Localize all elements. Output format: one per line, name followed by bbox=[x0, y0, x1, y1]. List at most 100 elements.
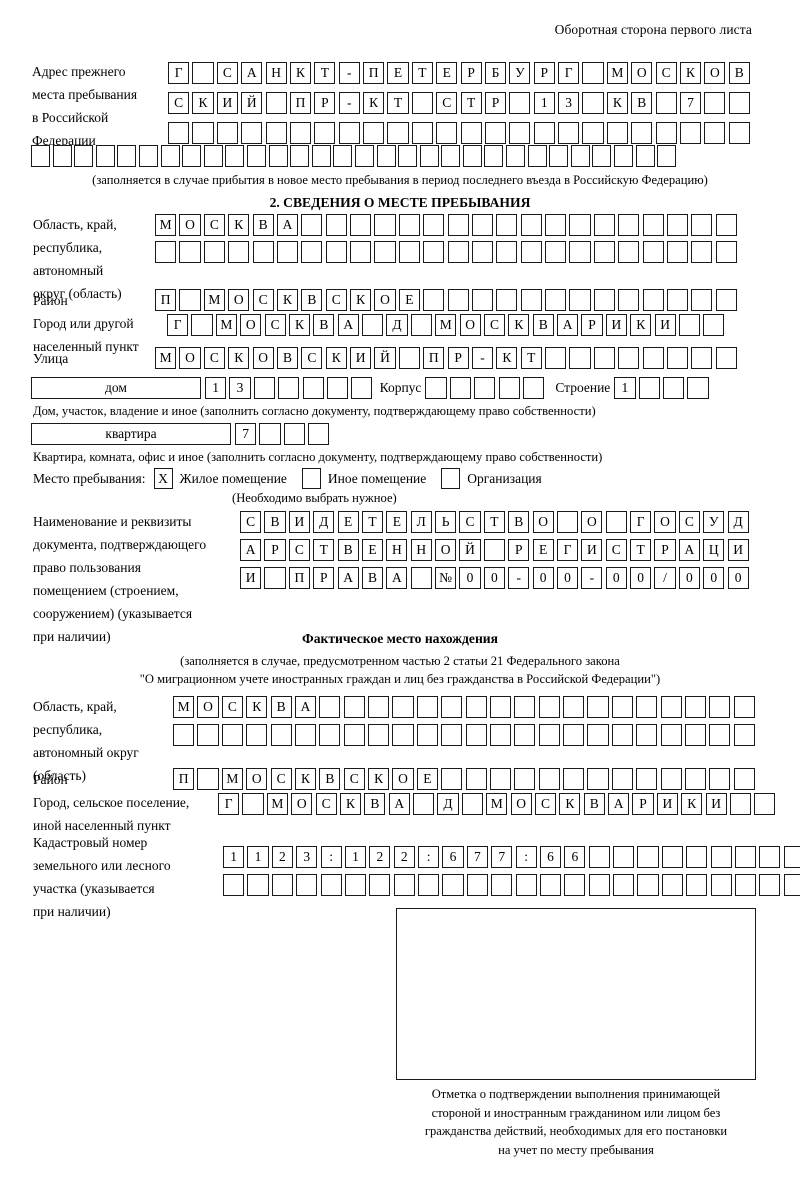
char-cell[interactable] bbox=[489, 696, 512, 718]
char-cell[interactable]: Е bbox=[361, 539, 384, 561]
char-cell[interactable]: П bbox=[155, 289, 177, 311]
char-cell[interactable] bbox=[679, 122, 702, 144]
char-cell[interactable] bbox=[783, 874, 800, 896]
char-cell[interactable] bbox=[637, 846, 659, 868]
char-cell[interactable] bbox=[498, 377, 520, 399]
char-cell[interactable]: 1 bbox=[223, 846, 245, 868]
char-cell[interactable] bbox=[418, 874, 440, 896]
char-cell[interactable] bbox=[191, 314, 213, 336]
char-cell[interactable] bbox=[320, 874, 342, 896]
char-cell[interactable]: О bbox=[179, 347, 201, 369]
char-cell[interactable]: 6 bbox=[539, 846, 562, 868]
char-cell[interactable] bbox=[638, 377, 660, 399]
char-cell[interactable]: О bbox=[459, 314, 481, 336]
char-cell[interactable] bbox=[655, 92, 677, 114]
char-cell[interactable]: 0 bbox=[459, 567, 481, 589]
region-row-2[interactable] bbox=[155, 241, 740, 263]
char-cell[interactable] bbox=[733, 768, 755, 790]
char-cell[interactable] bbox=[268, 145, 288, 167]
char-cell[interactable]: О bbox=[435, 539, 457, 561]
char-cell[interactable]: О bbox=[291, 793, 313, 815]
char-cell[interactable] bbox=[684, 724, 707, 746]
char-cell[interactable]: М bbox=[215, 314, 237, 336]
char-cell[interactable]: 3 bbox=[229, 377, 251, 399]
char-cell[interactable]: С bbox=[315, 793, 337, 815]
char-cell[interactable] bbox=[661, 874, 683, 896]
char-cell[interactable]: № bbox=[435, 567, 457, 589]
stroenie-cells[interactable]: 1 bbox=[614, 377, 712, 399]
char-cell[interactable] bbox=[734, 846, 757, 868]
checkbox-other-premises[interactable] bbox=[301, 468, 321, 489]
char-cell[interactable]: М bbox=[266, 793, 288, 815]
char-cell[interactable] bbox=[311, 145, 331, 167]
char-cell[interactable] bbox=[155, 241, 177, 263]
char-cell[interactable]: И bbox=[216, 92, 238, 114]
char-cell[interactable] bbox=[515, 874, 537, 896]
char-cell[interactable] bbox=[545, 347, 567, 369]
char-cell[interactable]: С bbox=[343, 768, 365, 790]
char-cell[interactable]: Т bbox=[361, 511, 384, 533]
char-cell[interactable]: 1 bbox=[533, 92, 555, 114]
char-cell[interactable]: О bbox=[197, 696, 219, 718]
char-cell[interactable] bbox=[197, 724, 219, 746]
char-cell[interactable]: П bbox=[289, 92, 312, 114]
char-cell[interactable] bbox=[642, 347, 664, 369]
char-cell[interactable]: С bbox=[203, 347, 225, 369]
char-cell[interactable] bbox=[636, 724, 658, 746]
char-cell[interactable] bbox=[296, 874, 318, 896]
char-cell[interactable] bbox=[398, 214, 420, 236]
char-cell[interactable] bbox=[423, 241, 445, 263]
char-cell[interactable] bbox=[520, 241, 542, 263]
char-cell[interactable] bbox=[441, 696, 463, 718]
char-cell[interactable]: Е bbox=[436, 62, 458, 84]
char-cell[interactable] bbox=[569, 214, 591, 236]
char-cell[interactable] bbox=[160, 145, 180, 167]
char-cell[interactable]: П bbox=[288, 567, 310, 589]
char-cell[interactable]: 7 bbox=[491, 846, 513, 868]
char-cell[interactable] bbox=[265, 122, 287, 144]
cadastral-row-2[interactable] bbox=[223, 874, 800, 896]
char-cell[interactable] bbox=[666, 241, 689, 263]
char-cell[interactable] bbox=[618, 241, 640, 263]
char-cell[interactable] bbox=[253, 377, 275, 399]
char-cell[interactable]: О bbox=[510, 793, 532, 815]
char-cell[interactable] bbox=[527, 145, 547, 167]
char-cell[interactable]: А bbox=[240, 539, 262, 561]
char-cell[interactable]: 3 bbox=[296, 846, 318, 868]
char-cell[interactable] bbox=[301, 214, 323, 236]
char-cell[interactable] bbox=[563, 724, 585, 746]
char-cell[interactable] bbox=[556, 511, 579, 533]
document-row-3[interactable]: И П Р А В А № 0 0-0 0-0 0/0 0 0 bbox=[240, 567, 752, 589]
char-cell[interactable] bbox=[642, 241, 664, 263]
char-cell[interactable]: И bbox=[705, 793, 727, 815]
char-cell[interactable] bbox=[545, 214, 567, 236]
char-cell[interactable]: К bbox=[288, 314, 311, 336]
char-cell[interactable] bbox=[182, 145, 202, 167]
flat-cells[interactable]: 7 bbox=[235, 423, 333, 445]
char-cell[interactable] bbox=[587, 696, 609, 718]
char-cell[interactable] bbox=[423, 289, 445, 311]
char-cell[interactable] bbox=[392, 696, 414, 718]
char-cell[interactable]: К bbox=[350, 289, 372, 311]
char-cell[interactable]: В bbox=[252, 214, 274, 236]
char-cell[interactable]: С bbox=[436, 92, 458, 114]
char-cell[interactable] bbox=[549, 145, 569, 167]
char-cell[interactable]: 7 bbox=[235, 423, 257, 445]
char-cell[interactable]: К bbox=[681, 793, 703, 815]
char-cell[interactable]: - bbox=[508, 567, 530, 589]
char-cell[interactable] bbox=[733, 724, 755, 746]
char-cell[interactable]: В bbox=[270, 696, 292, 718]
char-cell[interactable] bbox=[350, 241, 372, 263]
char-cell[interactable] bbox=[582, 122, 604, 144]
char-cell[interactable] bbox=[173, 724, 195, 746]
char-cell[interactable]: О bbox=[246, 768, 268, 790]
char-cell[interactable]: С bbox=[203, 214, 225, 236]
char-cell[interactable]: И bbox=[288, 511, 310, 533]
char-cell[interactable] bbox=[447, 241, 469, 263]
char-cell[interactable]: К bbox=[289, 62, 312, 84]
char-cell[interactable]: В bbox=[532, 314, 554, 336]
char-cell[interactable] bbox=[703, 314, 725, 336]
char-cell[interactable] bbox=[613, 846, 635, 868]
